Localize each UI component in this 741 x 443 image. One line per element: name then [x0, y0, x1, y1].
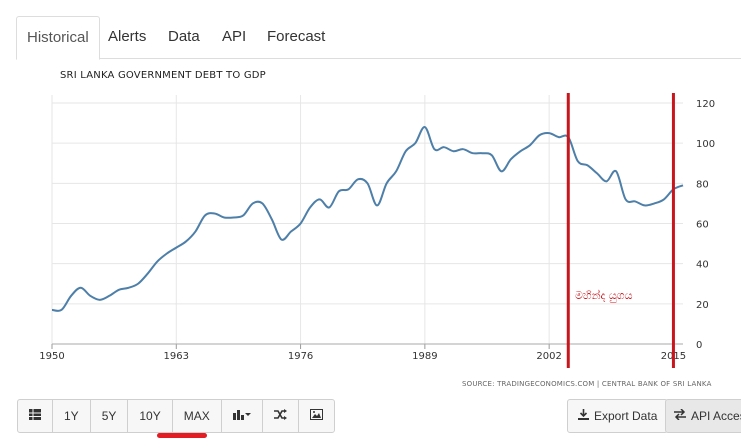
y-tick-label: 120: [696, 99, 715, 110]
shuffle-icon: [273, 400, 287, 432]
source-text: SOURCE: TRADINGECONOMICS.COM | CENTRAL B…: [462, 380, 712, 388]
range-max-button[interactable]: MAX: [173, 400, 222, 432]
range-toolbar: 1Y 5Y 10Y MAX: [17, 399, 335, 433]
x-tick-label: 1963: [164, 351, 189, 362]
chart-title: SRI LANKA GOVERNMENT DEBT TO GDP: [60, 70, 266, 81]
image-icon: [309, 400, 323, 432]
table-icon: [29, 400, 41, 432]
y-tick-label: 60: [696, 220, 709, 231]
compare-button[interactable]: [263, 400, 299, 432]
x-tick-label: 1950: [39, 351, 64, 362]
bar-chart-icon: [232, 400, 251, 432]
tab-data[interactable]: Data: [168, 28, 200, 45]
range-10y-button[interactable]: 10Y: [128, 400, 173, 432]
y-tick-label: 100: [696, 139, 715, 150]
max-highlight-underline: [157, 433, 207, 438]
exchange-icon: [674, 408, 686, 423]
tab-forecast[interactable]: Forecast: [267, 28, 326, 45]
table-view-button[interactable]: [18, 400, 53, 432]
x-tick-label: 1989: [412, 351, 437, 362]
tab-api[interactable]: API: [222, 28, 247, 45]
export-data-label: Export Data: [594, 409, 658, 423]
api-access-label: API Access: [691, 409, 741, 423]
export-data-button[interactable]: Export Data: [567, 399, 669, 433]
y-tick-label: 0: [696, 340, 702, 351]
y-tick-label: 80: [696, 179, 709, 190]
y-tick-label: 40: [696, 260, 709, 271]
x-tick-label: 2002: [536, 351, 561, 362]
x-tick-label: 1976: [288, 351, 313, 362]
era-annotation: මහින්ද යුගය: [575, 288, 633, 303]
range-5y-button[interactable]: 5Y: [91, 400, 129, 432]
api-access-button[interactable]: API Access: [665, 399, 741, 433]
tab-bar: Historical Alerts Data API Forecast: [16, 16, 741, 60]
series-line: [51, 126, 684, 312]
y-tick-label: 20: [696, 300, 709, 311]
image-export-button[interactable]: [299, 400, 334, 432]
chart-type-button[interactable]: [222, 400, 263, 432]
range-1y-button[interactable]: 1Y: [53, 400, 91, 432]
tab-historical[interactable]: Historical: [16, 16, 100, 60]
download-icon: [578, 409, 589, 423]
tab-alerts[interactable]: Alerts: [108, 28, 147, 45]
